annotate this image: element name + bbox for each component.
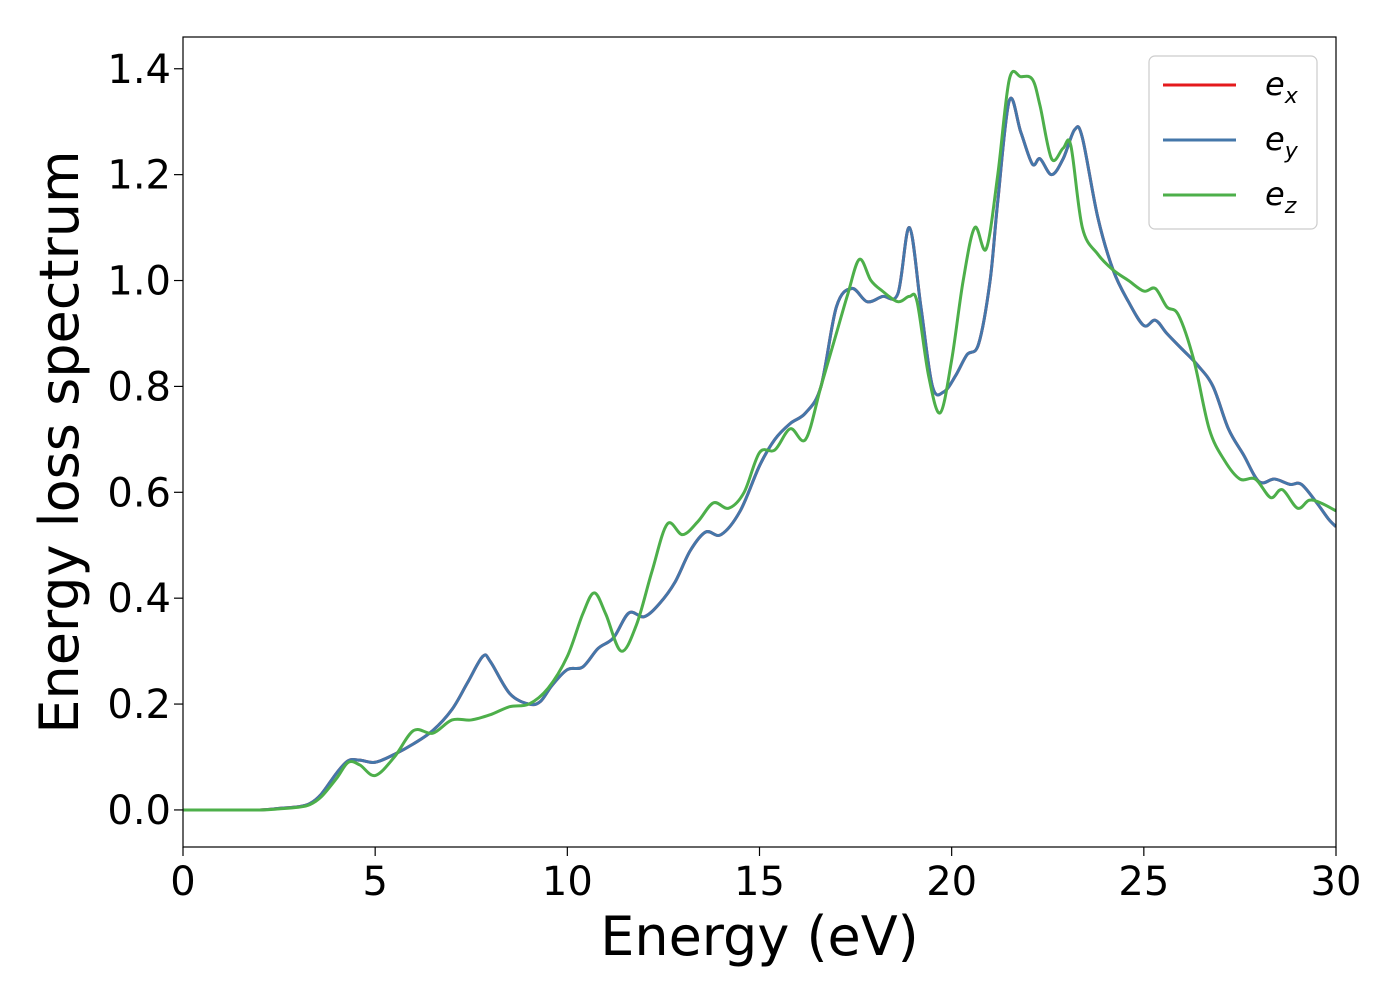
x-tick-label: 10 (542, 859, 593, 905)
legend-box (1148, 55, 1318, 230)
y-tick-label: 0.8 (107, 364, 171, 410)
y-axis-label: Energy loss spectrum (28, 150, 91, 733)
x-tick-label: 5 (362, 859, 387, 905)
y-tick-label: 1.4 (107, 47, 171, 93)
y-tick-label: 1.0 (107, 259, 171, 305)
series-line-z (183, 69, 1336, 812)
y-tick-label: 0.0 (107, 788, 171, 834)
x-tick-label: 30 (1311, 859, 1362, 905)
x-tick-label: 25 (1118, 859, 1169, 905)
x-axis-ticks: 0 5 10 15 20 25 30 (170, 847, 1361, 905)
y-tick-label: 0.4 (107, 576, 171, 622)
x-axis-label: Energy (eV) (600, 905, 919, 968)
series-layer (183, 69, 1336, 812)
legend-label-y: ey (1265, 120, 1299, 164)
y-tick-label: 0.2 (107, 682, 171, 728)
y-tick-label: 1.2 (107, 153, 171, 199)
series-line-y (183, 96, 1336, 812)
legend-label-x: ex (1265, 65, 1299, 109)
x-tick-label: 20 (926, 859, 977, 905)
legend: ex ey ez (1148, 55, 1318, 230)
y-axis-ticks: 0.0 0.2 0.4 0.6 0.8 1.0 1.2 1.4 (107, 47, 183, 834)
legend-label-z: ez (1265, 175, 1297, 219)
x-tick-label: 15 (734, 859, 785, 905)
x-tick-label: 0 (170, 859, 195, 905)
y-tick-label: 0.6 (107, 470, 171, 516)
